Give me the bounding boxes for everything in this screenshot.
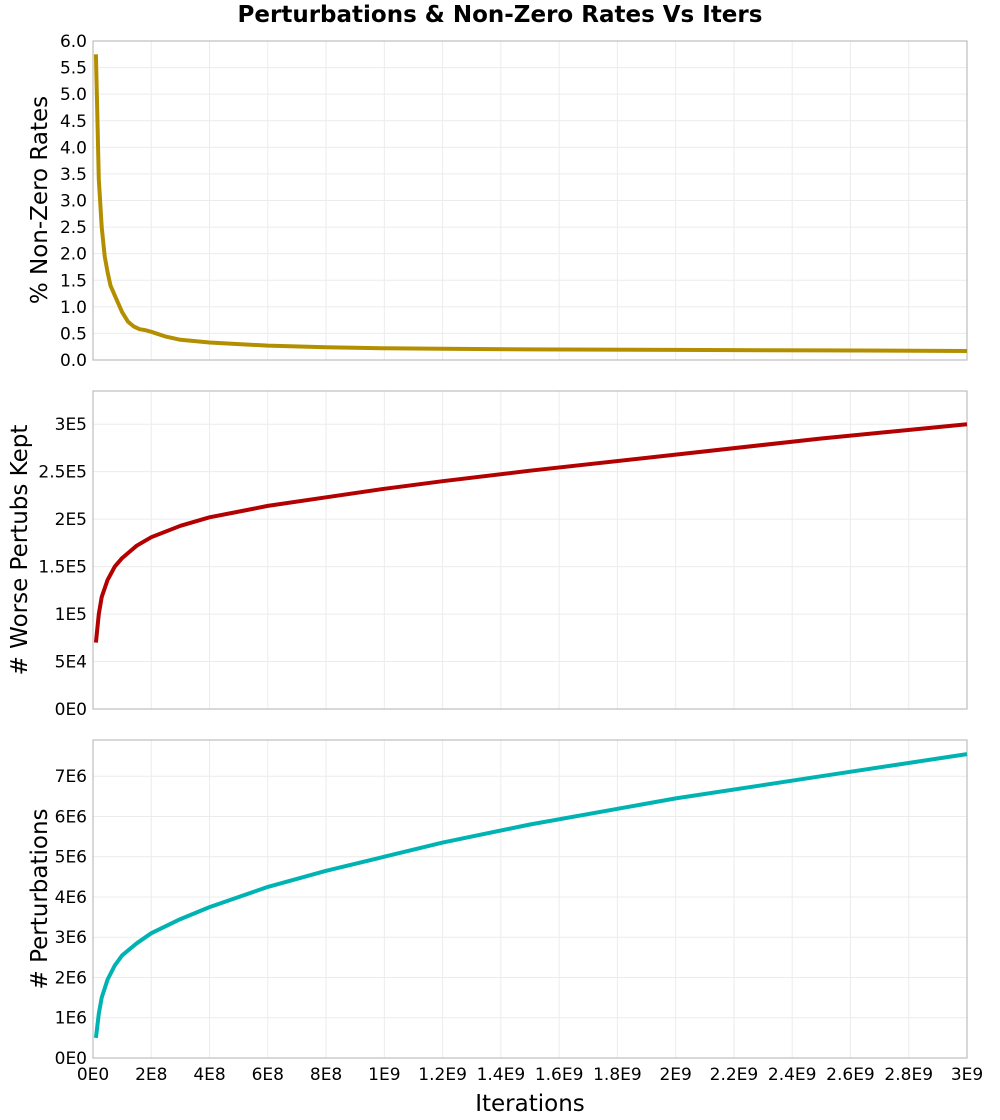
chart-panel-2: 0E0 5E4 1E5 1.5E5 2E5 2.5E5 3E5 # Worse Pertubs… <box>7 390 968 720</box>
plot-frame <box>92 390 968 710</box>
y-tick-label: 7E6 <box>55 767 87 787</box>
x-tick-label: 6E8 <box>252 1065 284 1085</box>
y-axis-label: % Non-Zero Rates <box>27 96 53 304</box>
y-tick-label: 5.5 <box>60 59 87 79</box>
x-tick-label: 2.2E9 <box>710 1065 759 1085</box>
y-tick-label: 4.0 <box>60 138 87 158</box>
y-tick-label: 1.0 <box>60 298 87 318</box>
y-tick-label: 1.5E5 <box>38 558 87 578</box>
x-tick-label: 4E8 <box>193 1065 225 1085</box>
y-tick-label: 2.5E5 <box>38 463 87 483</box>
x-tick-label: 3E9 <box>951 1065 983 1085</box>
chart-panel-1: 0.0 0.5 1.0 1.5 2.0 2.5 3.0 3.5 4.0 4.5 5.0 5.5 6.0%… <box>27 32 968 371</box>
x-tick-label: 2E9 <box>659 1065 691 1085</box>
x-tick-label: 2.8E9 <box>884 1065 933 1085</box>
y-tick-label: 1E6 <box>55 1009 87 1029</box>
plot-frame <box>92 40 968 361</box>
data-line <box>93 54 968 353</box>
x-tick-label: 1.2E9 <box>418 1065 467 1085</box>
y-tick-label: 3.0 <box>60 192 87 212</box>
x-tick-label: 2.4E9 <box>768 1065 817 1085</box>
y-tick-label: 2.0 <box>60 245 87 265</box>
x-tick-label: 1.8E9 <box>593 1065 642 1085</box>
y-tick-label: 6.0 <box>60 32 87 52</box>
y-tick-label: 3E5 <box>55 415 87 435</box>
y-tick-label: 1.5 <box>60 271 87 291</box>
y-axis-label: # Worse Pertubs Kept <box>7 425 33 676</box>
x-axis: 0E0 2E8 4E8 6E8 8E8 1E9 1.2E9 1.4E9 1.6E9 1.8E9 2E… <box>77 1065 983 1117</box>
x-tick-label: 1.4E9 <box>477 1065 526 1085</box>
chart-title: Perturbations & Non-Zero Rates Vs Iters <box>237 2 763 28</box>
y-tick-label: 0.0 <box>60 351 87 371</box>
y-tick-label: 2E6 <box>55 968 87 988</box>
x-tick-label: 1E9 <box>368 1065 400 1085</box>
plot-frame <box>92 739 968 1059</box>
y-tick-label: 2E5 <box>55 510 87 530</box>
y-tick-label: 3.5 <box>60 165 87 185</box>
y-tick-label: 5E4 <box>55 653 87 673</box>
y-tick-label: 1E5 <box>55 605 87 625</box>
y-tick-label: 2.5 <box>60 218 87 238</box>
y-tick-label: 0E0 <box>55 1049 87 1069</box>
data-line <box>93 752 968 1039</box>
y-tick-label: 5E6 <box>55 848 87 868</box>
y-axis-label: # Perturbations <box>27 808 53 989</box>
data-line <box>93 422 968 643</box>
y-tick-label: 0E0 <box>55 700 87 720</box>
x-tick-label: 2.6E9 <box>826 1065 875 1085</box>
chart-panel-3: 0E0 1E6 2E6 3E6 4E6 5E6 6E6 7E6 # Perturbations <box>27 739 968 1069</box>
x-tick-label: 1.6E9 <box>535 1065 584 1085</box>
y-tick-label: 6E6 <box>55 807 87 827</box>
y-tick-label: 0.5 <box>60 324 87 344</box>
x-tick-label: 8E8 <box>310 1065 342 1085</box>
y-tick-label: 4.5 <box>60 112 87 132</box>
y-tick-label: 5.0 <box>60 85 87 105</box>
x-tick-label: 2E8 <box>135 1065 167 1085</box>
y-tick-label: 3E6 <box>55 928 87 948</box>
x-axis-label: Iterations <box>475 1091 585 1117</box>
x-tick-label: 0E0 <box>77 1065 109 1085</box>
y-tick-label: 4E6 <box>55 888 87 908</box>
